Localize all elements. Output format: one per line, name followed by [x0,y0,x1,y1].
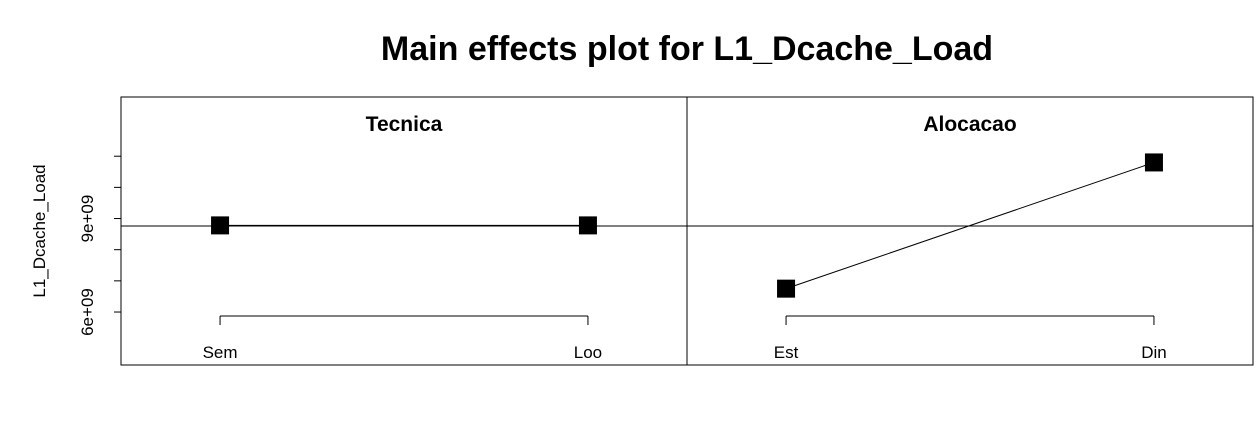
effect-line [785,161,1155,290]
panel-frame [686,96,1254,366]
level-label: Sem [203,343,238,362]
y-axis-label: L1_Dcache_Load [30,164,49,297]
panel-title: Tecnica [366,113,443,136]
panel-frame [120,96,688,366]
panels: Tecnica Sem Loo Alocacao Est Din [120,96,1254,366]
chart-title: Main effects plot for L1_Dcache_Load [381,30,993,68]
panel-title: Alocacao [923,113,1016,136]
level-label: Est [774,343,799,362]
effect-point [777,279,796,298]
effect-point [1144,153,1163,172]
panel-tecnica: Tecnica Sem Loo [120,96,688,366]
y-tick-label: 6e+09 [78,288,97,336]
level-label: Din [1141,343,1167,362]
effect-point [578,216,597,235]
y-tick-label: 9e+09 [78,195,97,243]
effect-point [211,216,230,235]
level-label: Loo [574,343,602,362]
y-axis: 6e+09 9e+09 [78,155,121,336]
panel-alocacao: Alocacao Est Din [686,96,1254,366]
